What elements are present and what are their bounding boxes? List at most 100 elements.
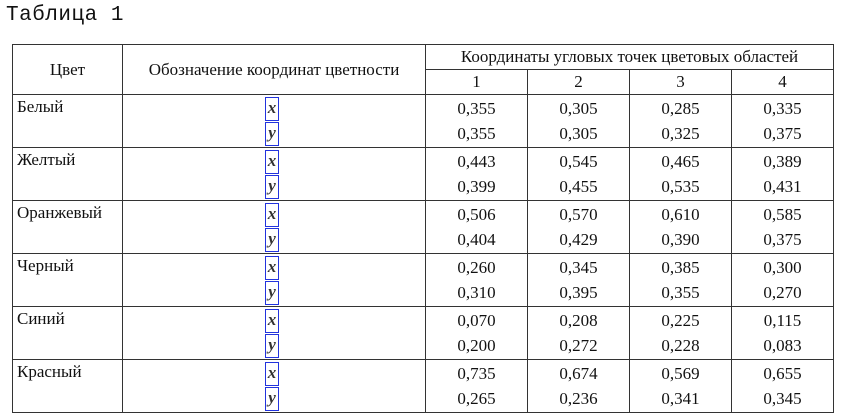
x-value: 0,260 [457,258,496,277]
value-cell: 0,115 0,083 [731,306,834,360]
coord-y-label: y [265,175,279,199]
value-cell: 0,305 0,305 [527,94,630,148]
color-name: Красный [12,359,123,413]
y-value: 0,270 [763,283,802,302]
table-row: Оранжевый x y 0,506 0,404 0,570 0,429 0,610 0,3… [12,200,834,254]
value-cell: 0,260 0,310 [425,253,528,307]
y-value: 0,345 [763,389,802,408]
y-value: 0,431 [763,177,802,196]
color-name: Черный [12,253,123,307]
coord-y-label: y [265,228,279,252]
value-cell: 0,389 0,431 [731,147,834,201]
value-cell: 0,585 0,375 [731,200,834,254]
y-value: 0,310 [457,283,496,302]
y-value: 0,395 [559,283,598,302]
color-name: Желтый [12,147,123,201]
coord-x-label: x [265,97,279,121]
y-value: 0,265 [457,389,496,408]
x-value: 0,570 [559,205,598,224]
x-value: 0,070 [457,311,496,330]
coord-y-label: y [265,387,279,411]
value-cell: 0,300 0,270 [731,253,834,307]
value-cell: 0,070 0,200 [425,306,528,360]
y-value: 0,272 [559,336,598,355]
x-value: 0,610 [661,205,700,224]
value-cell: 0,735 0,265 [425,359,528,413]
table-row: Белый x y 0,355 0,355 0,305 0,305 0,285 0,325 0,… [12,94,834,148]
header-designation: Обозначение координат цветности [122,44,426,95]
value-cell: 0,465 0,535 [629,147,732,201]
value-cell: 0,569 0,341 [629,359,732,413]
header-point: 1 [425,69,528,95]
value-cell: 0,385 0,355 [629,253,732,307]
y-value: 0,305 [559,124,598,143]
y-value: 0,399 [457,177,496,196]
coord-y-label: y [265,281,279,305]
value-cell: 0,570 0,429 [527,200,630,254]
chromaticity-table: Цвет Обозначение координат цветности Коо… [12,44,834,413]
color-name: Оранжевый [12,200,123,254]
x-value: 0,300 [763,258,802,277]
y-value: 0,325 [661,124,700,143]
value-cell: 0,335 0,375 [731,94,834,148]
x-value: 0,115 [763,311,802,330]
x-value: 0,655 [763,364,802,383]
x-value: 0,506 [457,205,496,224]
value-cell: 0,506 0,404 [425,200,528,254]
value-cell: 0,285 0,325 [629,94,732,148]
y-value: 0,083 [763,336,802,355]
x-value: 0,569 [661,364,700,383]
y-value: 0,375 [763,124,802,143]
y-value: 0,455 [559,177,598,196]
x-value: 0,465 [661,152,700,171]
x-value: 0,545 [559,152,598,171]
value-cell: 0,208 0,272 [527,306,630,360]
header-point: 4 [731,69,834,95]
coord-x-label: x [265,203,279,227]
table-row: Желтый x y 0,443 0,399 0,545 0,455 0,465 0,535 0… [12,147,834,201]
x-value: 0,385 [661,258,700,277]
value-cell: 0,355 0,355 [425,94,528,148]
x-value: 0,389 [763,152,802,171]
header-point: 2 [527,69,630,95]
x-value: 0,443 [457,152,496,171]
x-value: 0,735 [457,364,496,383]
y-value: 0,200 [457,336,496,355]
value-cell: 0,345 0,395 [527,253,630,307]
coord-x-label: x [265,150,279,174]
y-value: 0,375 [763,230,802,249]
header-coords: Координаты угловых точек цветовых област… [425,44,834,70]
table-row: Синий x y 0,070 0,200 0,208 0,272 0,225 0,228 0,… [12,306,834,360]
x-value: 0,335 [763,99,802,118]
y-value: 0,390 [661,230,700,249]
x-value: 0,208 [559,311,598,330]
x-value: 0,355 [457,99,496,118]
table-title: Таблица 1 [6,4,124,27]
y-value: 0,535 [661,177,700,196]
coord-x-label: x [265,309,279,333]
value-cell: 0,655 0,345 [731,359,834,413]
coord-x-label: x [265,256,279,280]
color-name: Синий [12,306,123,360]
y-value: 0,404 [457,230,496,249]
table-row: Красный x y 0,735 0,265 0,674 0,236 0,569 0,341… [12,359,834,413]
y-value: 0,355 [661,283,700,302]
y-value: 0,236 [559,389,598,408]
coord-x-label: x [265,362,279,386]
y-value: 0,228 [661,336,700,355]
coord-y-label: y [265,334,279,358]
table-row: Черный x y 0,260 0,310 0,345 0,395 0,385 0,355 0… [12,253,834,307]
value-cell: 0,674 0,236 [527,359,630,413]
value-cell: 0,225 0,228 [629,306,732,360]
y-value: 0,429 [559,230,598,249]
header-point: 3 [629,69,732,95]
value-cell: 0,545 0,455 [527,147,630,201]
x-value: 0,225 [661,311,700,330]
x-value: 0,305 [559,99,598,118]
value-cell: 0,443 0,399 [425,147,528,201]
